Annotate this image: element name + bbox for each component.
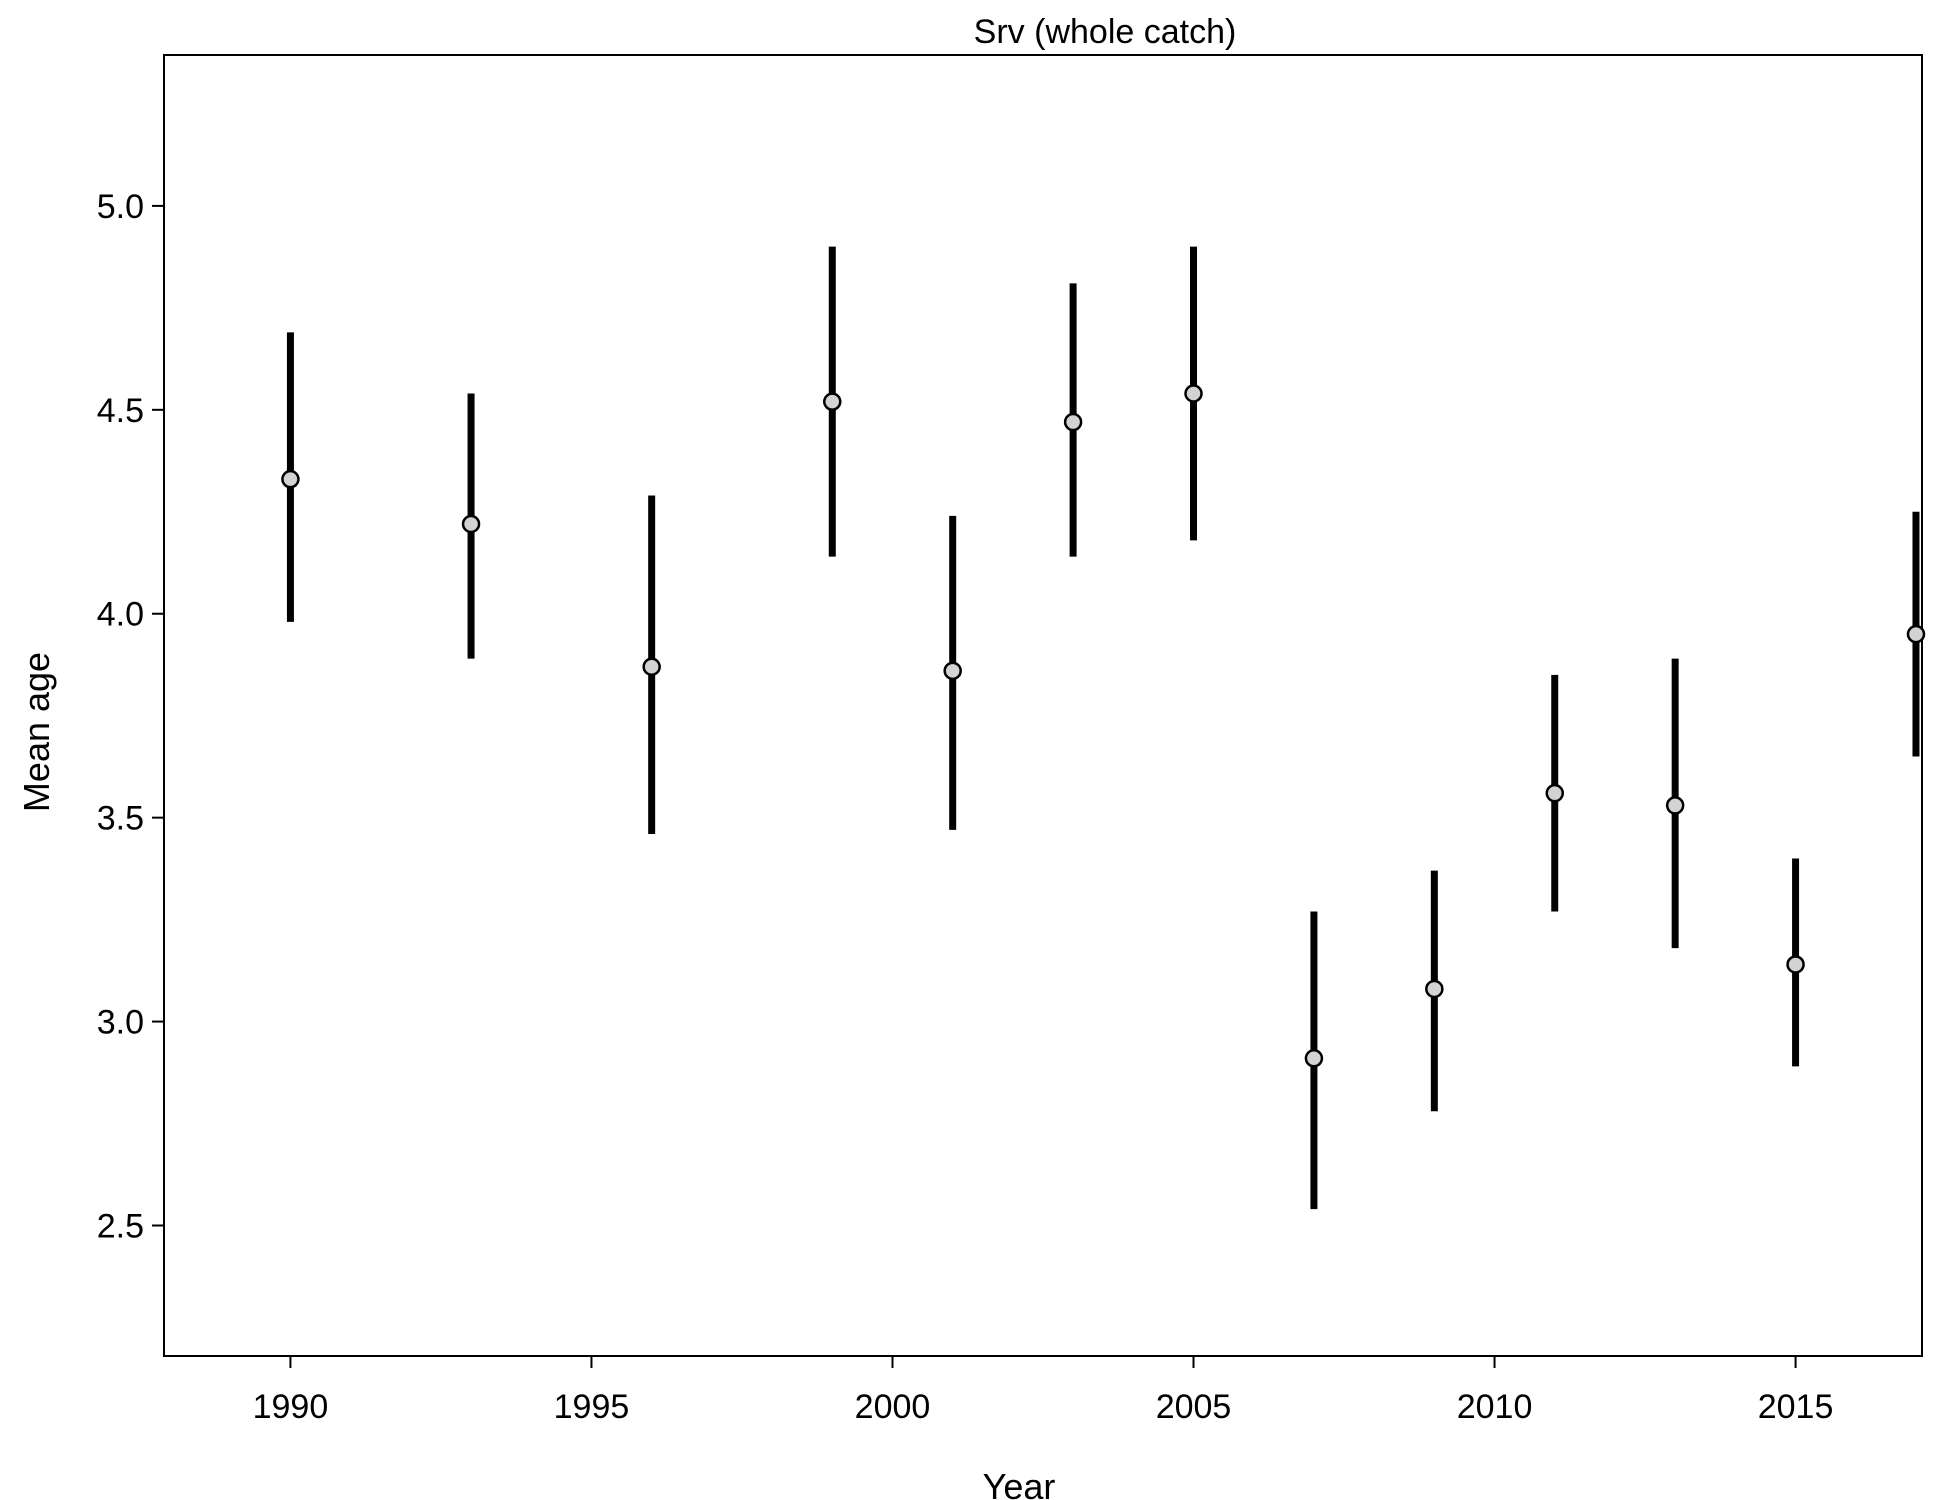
- y-tick-label: 5.0: [97, 188, 144, 226]
- data-point: [1906, 624, 1926, 644]
- y-axis-title: Mean age: [16, 652, 57, 812]
- chart-title: Srv (whole catch): [974, 13, 1237, 51]
- data-point: [1665, 796, 1685, 815]
- data-point: [1184, 384, 1203, 403]
- data-point: [1425, 979, 1444, 999]
- data-point: [1545, 783, 1564, 803]
- x-tick-label: 1990: [253, 1388, 329, 1426]
- y-tick-label: 4.5: [97, 392, 144, 430]
- data-point: [281, 469, 300, 489]
- data-point: [642, 657, 661, 677]
- x-tick-label: 2010: [1457, 1388, 1533, 1426]
- y-tick-label: 3.5: [97, 800, 144, 838]
- data-point: [1063, 412, 1083, 432]
- y-axis: 2.5 3.0 3.5 4.0 4.5 5.0: [97, 188, 164, 1245]
- y-tick-label: 2.5: [97, 1207, 144, 1245]
- data-point: [461, 514, 481, 534]
- data-point: [823, 392, 842, 411]
- data-point: [1304, 1049, 1324, 1068]
- y-tick-label: 3.0: [97, 1004, 144, 1042]
- data-point: [1786, 955, 1805, 974]
- plot-frame-layer: [163, 54, 1923, 1357]
- x-tick-label: 2015: [1758, 1388, 1834, 1426]
- data-points: [281, 384, 1926, 1068]
- x-tick-label: 1995: [554, 1388, 630, 1426]
- x-axis: 1990 1995 2000 2005 2010 2015: [253, 1356, 1834, 1426]
- x-tick-label: 2005: [1156, 1388, 1232, 1426]
- x-axis-title: Year: [983, 1466, 1056, 1500]
- x-tick-label: 2000: [855, 1388, 931, 1426]
- data-point: [943, 661, 962, 681]
- plot-frame: [163, 54, 1923, 1357]
- y-tick-label: 4.0: [97, 596, 144, 634]
- error-bars: [286, 246, 1920, 1210]
